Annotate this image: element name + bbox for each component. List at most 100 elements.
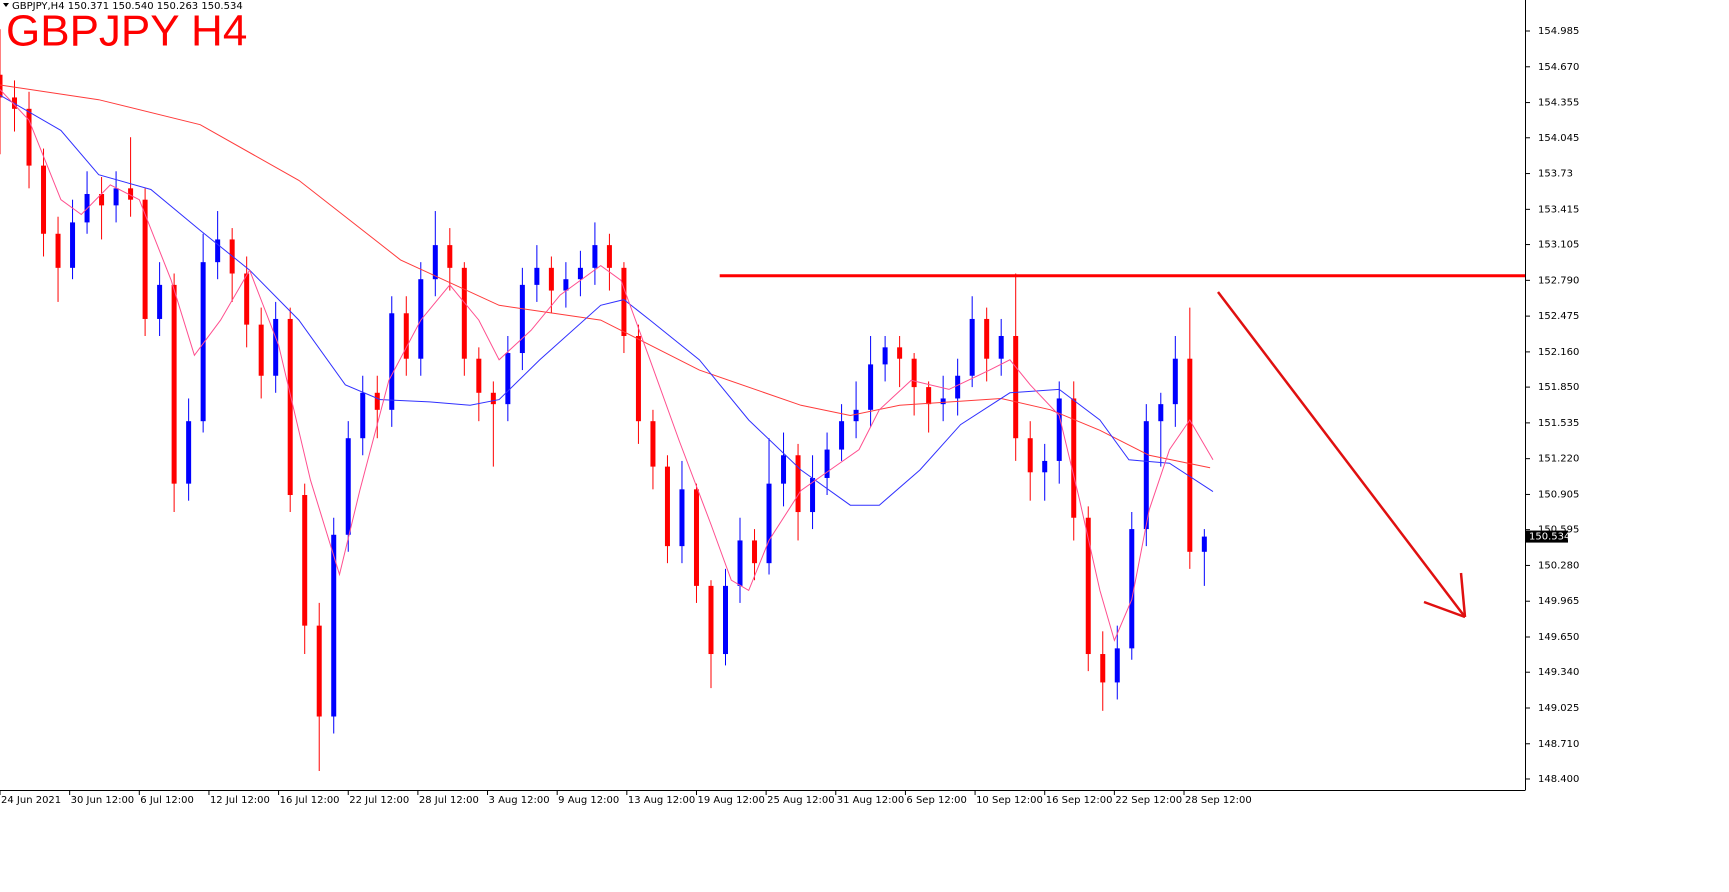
candle-body xyxy=(505,353,511,405)
candle-body xyxy=(316,625,322,717)
x-tick-label: 13 Aug 12:00 xyxy=(628,795,695,806)
candle-body xyxy=(302,495,308,626)
candle-body xyxy=(708,585,714,655)
x-tick-label: 6 Sep 12:00 xyxy=(906,795,966,806)
candle-body xyxy=(1201,536,1207,552)
candle-body xyxy=(200,262,206,422)
candle-body xyxy=(940,398,946,405)
candle-body xyxy=(26,108,32,166)
candle-body xyxy=(287,318,293,496)
candle-body xyxy=(70,222,76,268)
arrow-head xyxy=(1459,572,1467,618)
x-tick-label: 3 Aug 12:00 xyxy=(489,795,550,806)
candle-body xyxy=(606,245,612,268)
moving-average xyxy=(0,94,1214,506)
x-tick-label: 22 Jul 12:00 xyxy=(349,795,409,806)
y-tick-label: 151.220 xyxy=(1538,454,1579,465)
candle-body xyxy=(128,188,134,200)
chart-title: GBPJPY H4 xyxy=(6,7,247,56)
y-tick-label: 151.850 xyxy=(1538,382,1579,393)
candle-body xyxy=(1143,421,1149,530)
candle-body xyxy=(577,267,583,280)
plot-area xyxy=(0,29,1525,772)
candle-body xyxy=(41,165,47,234)
candle-body xyxy=(389,313,395,410)
y-tick-label: 154.985 xyxy=(1538,26,1579,37)
candle-body xyxy=(258,324,264,376)
y-tick-label: 153.105 xyxy=(1538,240,1579,251)
candle-body xyxy=(1085,517,1091,655)
candle-body xyxy=(461,267,467,359)
candle-body xyxy=(519,284,525,354)
candle-body xyxy=(331,534,337,717)
x-tick-label: 24 Jun 2021 xyxy=(1,795,61,806)
candle-body xyxy=(810,477,816,513)
candle-body xyxy=(969,318,975,376)
x-tick-label: 16 Sep 12:00 xyxy=(1046,795,1113,806)
x-tick-label: 30 Jun 12:00 xyxy=(71,795,135,806)
candle-body xyxy=(171,284,177,484)
candle-body xyxy=(215,239,221,263)
candle-body xyxy=(984,318,990,359)
candle-body xyxy=(679,489,685,547)
x-tick-label: 9 Aug 12:00 xyxy=(558,795,619,806)
y-tick-label: 150.595 xyxy=(1538,525,1579,536)
y-tick-label: 149.650 xyxy=(1538,632,1579,643)
candle-body xyxy=(853,409,859,422)
candle-body xyxy=(186,421,192,484)
candle-body xyxy=(1187,358,1193,552)
x-tick-label: 22 Sep 12:00 xyxy=(1115,795,1182,806)
candle-body xyxy=(1056,398,1062,461)
candle-body xyxy=(273,318,279,376)
candle-body xyxy=(839,421,845,450)
candle-body xyxy=(490,392,496,405)
x-tick-label: 28 Sep 12:00 xyxy=(1185,795,1252,806)
candle-body xyxy=(1158,404,1164,422)
candle-body xyxy=(897,347,903,359)
candle-body xyxy=(795,455,801,513)
y-tick-label: 152.790 xyxy=(1538,275,1579,286)
candle-body xyxy=(592,245,598,268)
x-tick-label: 19 Aug 12:00 xyxy=(697,795,764,806)
candle-body xyxy=(534,267,540,285)
candle-body xyxy=(722,585,728,655)
x-tick-label: 12 Jul 12:00 xyxy=(210,795,270,806)
candle-body xyxy=(824,449,830,478)
candle-body xyxy=(1172,358,1178,405)
candle-body xyxy=(1100,654,1106,683)
candle-body xyxy=(432,245,438,280)
y-tick-label: 149.340 xyxy=(1538,667,1579,678)
y-tick-label: 153.415 xyxy=(1538,204,1579,215)
candle-body xyxy=(113,188,119,206)
x-tick-label: 31 Aug 12:00 xyxy=(837,795,904,806)
candle-body xyxy=(244,273,250,325)
candle-body xyxy=(142,199,148,319)
candle-body xyxy=(781,455,787,484)
y-tick-label: 151.535 xyxy=(1538,418,1579,429)
candle-body xyxy=(345,438,351,535)
candle-body xyxy=(955,375,961,399)
candle-body xyxy=(476,358,482,393)
candle-body xyxy=(621,267,627,336)
arrow-head xyxy=(1423,600,1466,619)
chart-header: GBPJPY,H4 150.371 150.540 150.263 150.53… xyxy=(12,1,243,12)
y-tick-label: 154.045 xyxy=(1538,133,1579,144)
y-tick-label: 150.280 xyxy=(1538,560,1579,571)
candle-body xyxy=(1013,335,1019,439)
y-tick-label: 149.965 xyxy=(1538,596,1579,607)
trend-arrow xyxy=(1217,291,1467,619)
y-tick-label: 154.670 xyxy=(1538,62,1579,73)
y-tick-label: 148.710 xyxy=(1538,739,1579,750)
candle-body xyxy=(55,233,61,268)
y-tick-label: 149.025 xyxy=(1538,703,1579,714)
x-tick-label: 6 Jul 12:00 xyxy=(140,795,194,806)
x-tick-label: 25 Aug 12:00 xyxy=(767,795,834,806)
y-tick-label: 153.73 xyxy=(1538,169,1573,180)
candle-body xyxy=(157,284,163,319)
x-tick-label: 16 Jul 12:00 xyxy=(280,795,340,806)
y-tick-label: 148.400 xyxy=(1538,774,1579,785)
x-tick-label: 10 Sep 12:00 xyxy=(976,795,1043,806)
y-tick-label: 154.355 xyxy=(1538,98,1579,109)
candle-body xyxy=(1129,529,1135,649)
